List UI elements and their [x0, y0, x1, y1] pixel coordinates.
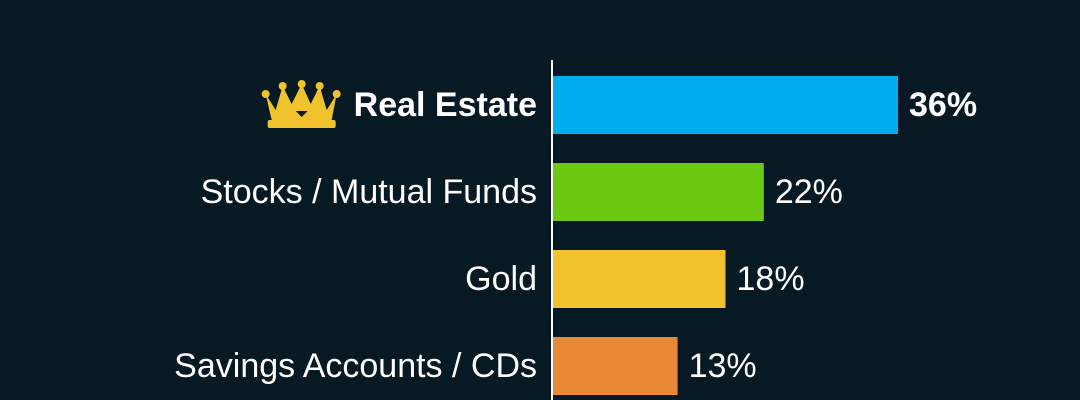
- bar-real-estate: [553, 76, 898, 134]
- bar-savings-accounts-cds: [553, 337, 678, 395]
- category-label-stocks-mutual-funds: Stocks / Mutual Funds: [201, 173, 537, 211]
- category-label-gold: Gold: [465, 260, 537, 298]
- value-label-gold: 18%: [737, 260, 805, 298]
- category-label-savings-accounts-cds: Savings Accounts / CDs: [174, 347, 537, 385]
- bar-stocks-mutual-funds: [553, 163, 764, 221]
- category-label-real-estate: Real Estate: [354, 86, 537, 124]
- value-label-savings-accounts-cds: 13%: [689, 347, 757, 385]
- value-label-stocks-mutual-funds: 22%: [775, 173, 843, 211]
- value-label-real-estate: 36%: [909, 86, 977, 124]
- crown-icon: [261, 80, 341, 128]
- bar-gold: [553, 250, 726, 308]
